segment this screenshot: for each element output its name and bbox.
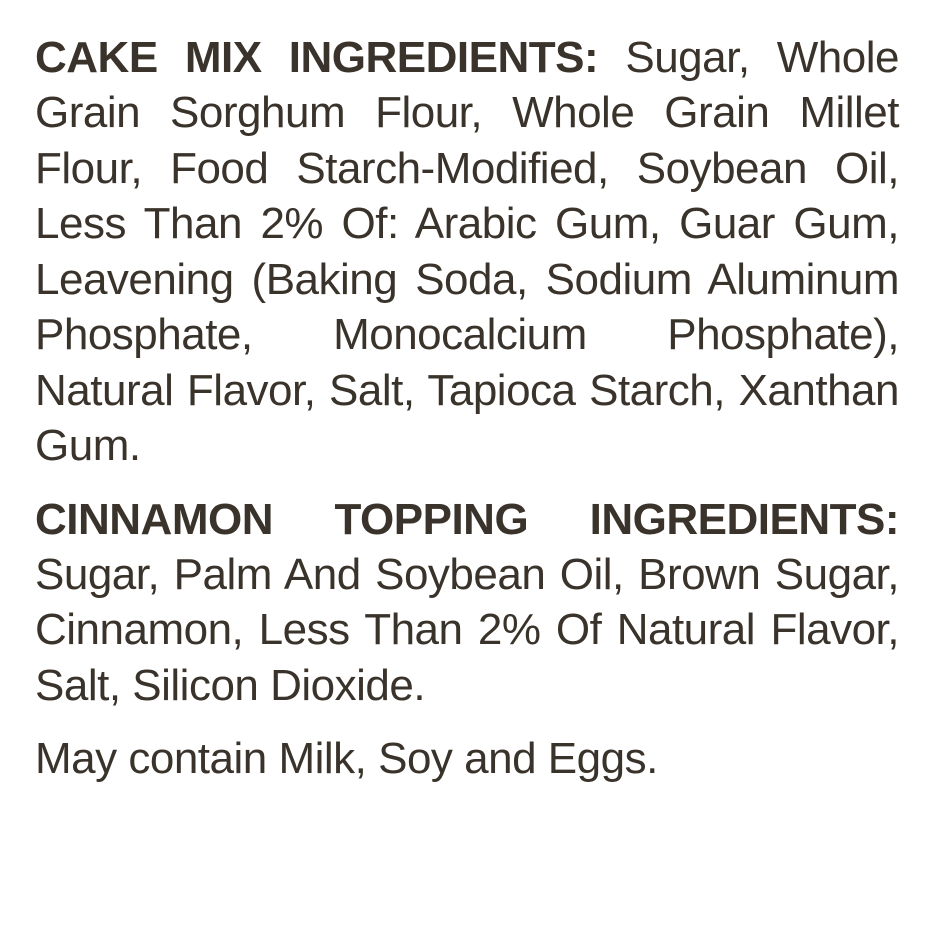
cake-mix-paragraph: CAKE MIX INGREDIENTS: Sugar, Whole Grain… — [35, 30, 899, 474]
cake-mix-ingredients: Sugar, Whole Grain Sorghum Flour, Whole … — [35, 33, 899, 470]
allergen-text: May contain Milk, Soy and Eggs. — [35, 731, 899, 786]
cinnamon-topping-paragraph: CINNAMON TOPPING INGREDIENTS: Sugar, Pal… — [35, 492, 899, 714]
cake-mix-section: CAKE MIX INGREDIENTS: Sugar, Whole Grain… — [35, 30, 899, 474]
cinnamon-topping-ingredients: Sugar, Palm And Soybean Oil, Brown Sugar… — [35, 550, 899, 710]
allergen-section: May contain Milk, Soy and Eggs. — [35, 731, 899, 786]
cake-mix-heading: CAKE MIX INGREDIENTS: — [35, 33, 598, 82]
cinnamon-topping-section: CINNAMON TOPPING INGREDIENTS: Sugar, Pal… — [35, 492, 899, 714]
cinnamon-topping-heading: CINNAMON TOPPING INGREDIENTS: — [35, 495, 899, 544]
